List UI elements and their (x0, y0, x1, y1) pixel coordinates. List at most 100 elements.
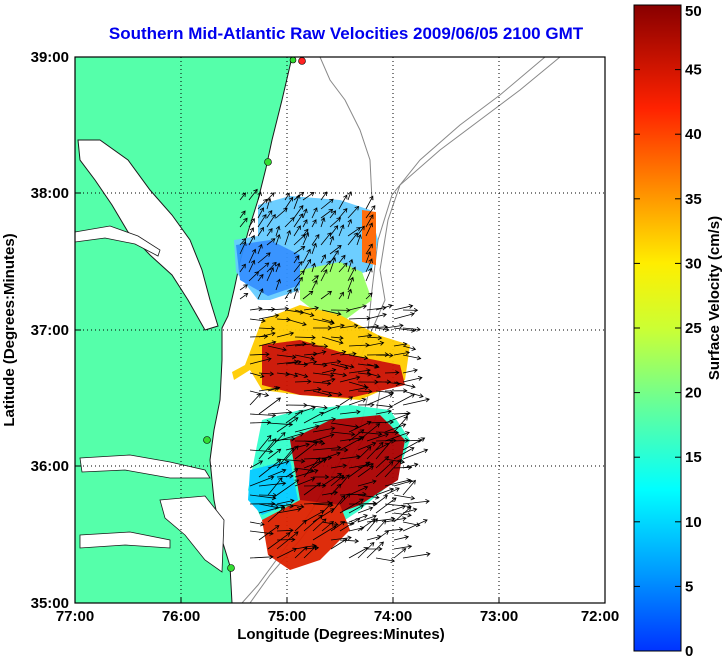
velocity-arrow (393, 304, 414, 311)
velocity-arrow (294, 372, 309, 379)
velocity-arrow (257, 214, 267, 228)
velocity-arrow (258, 481, 287, 487)
radar-site-marker-active (298, 57, 306, 65)
velocity-arrow (321, 368, 337, 374)
velocity-arrow (357, 500, 377, 506)
velocity-arrow (338, 208, 348, 219)
velocity-arrow (294, 467, 315, 473)
velocity-arrow (275, 233, 281, 246)
velocity-arrow (330, 307, 351, 313)
velocity-arrow (393, 381, 416, 389)
velocity-arrow (239, 192, 246, 201)
velocity-arrow (248, 248, 257, 264)
velocity-arrow (302, 219, 308, 228)
velocity-arrow (402, 437, 423, 443)
velocity-arrow (276, 537, 296, 543)
pamlico-river (79, 531, 171, 549)
velocity-arrow (348, 354, 369, 361)
velocity-arrow (312, 445, 342, 451)
velocity-arrow (258, 459, 282, 478)
velocity-arrow (249, 448, 274, 454)
velocity-arrow (366, 324, 388, 330)
x-axis-label: Longitude (Degrees:Minutes) (237, 626, 445, 643)
velocity-arrow (375, 495, 388, 505)
velocity-arrow (330, 474, 345, 487)
velocity-arrow (375, 487, 394, 496)
velocity-arrow (248, 188, 258, 201)
velocity-arrow (375, 379, 392, 385)
velocity-arrow (293, 194, 301, 210)
velocity-arrow (321, 521, 339, 527)
velocity-arrow (375, 303, 393, 311)
velocity-arrow (321, 377, 336, 383)
colorbar-label: Surface Velocity (cm/s) (706, 216, 723, 380)
velocity-arrow (402, 551, 431, 559)
velocity-arrow (402, 376, 423, 383)
x-tick-label: 73:00 (480, 608, 518, 625)
velocity-arrow (239, 210, 246, 219)
velocity-arrow (365, 250, 372, 264)
velocity-arrow (312, 380, 332, 386)
velocity-arrow (357, 479, 377, 487)
velocity-arrow (320, 217, 326, 228)
velocity-arrow (375, 439, 393, 460)
velocity-arrow (249, 390, 270, 398)
colorbar-tick-label: 15 (685, 449, 702, 466)
velocity-arrow (249, 419, 272, 425)
velocity-arrow (375, 519, 387, 532)
velocity-arrow (339, 409, 361, 415)
velocity-arrow (285, 445, 299, 460)
velocity-arrow (347, 276, 354, 291)
velocity-arrow (320, 198, 334, 210)
velocity-arrow (313, 474, 330, 480)
velocity-arrow (321, 451, 341, 460)
velocity-arrow (276, 431, 305, 442)
velocity-arrow (357, 494, 380, 500)
velocity-arrow (312, 390, 333, 398)
velocity-arrow (303, 404, 328, 410)
velocity-arrow (338, 291, 344, 300)
velocity-arrow (303, 545, 317, 559)
velocity-arrow (257, 198, 268, 210)
velocity-arrow (266, 261, 277, 273)
velocity-arrow (276, 528, 294, 533)
velocity-arrow (312, 343, 329, 349)
velocity-arrow (303, 440, 326, 446)
velocity-arrow (402, 326, 421, 332)
velocity-arrow (366, 393, 394, 406)
velocity-arrow (311, 234, 320, 246)
velocity-arrow (266, 192, 275, 201)
radar-site-marker (203, 436, 211, 444)
velocity-arrow (366, 363, 380, 369)
velocity-arrow (293, 204, 304, 219)
velocity-arrow (267, 431, 286, 451)
velocity-arrow (375, 497, 397, 514)
velocity-arrow (266, 197, 272, 210)
colorbar-gradient (633, 4, 682, 652)
velocity-arrow (294, 309, 315, 317)
velocity-arrow (266, 267, 274, 282)
radar-site-marker (264, 158, 272, 166)
velocity-arrow (357, 389, 373, 394)
velocity-arrow (249, 554, 274, 560)
velocity-arrow (302, 191, 315, 201)
velocity-arrow (402, 397, 430, 406)
velocity-arrow (320, 191, 328, 201)
pamlico-sound (159, 495, 225, 573)
velocity-arrow (375, 352, 394, 358)
velocity-arrow (357, 423, 381, 442)
velocity-arrow (384, 459, 402, 478)
velocity-arrow (293, 246, 306, 255)
radar-site-marker (289, 57, 297, 64)
velocity-arrow (393, 535, 410, 541)
y-tick-label: 36:00 (31, 458, 69, 475)
velocity-arrow (320, 254, 326, 264)
velocity-arrow (393, 548, 407, 559)
velocity-arrow (384, 487, 400, 496)
y-tick-label: 35:00 (31, 595, 69, 612)
velocity-arrow (266, 210, 273, 219)
velocity-arrow (365, 195, 374, 210)
velocity-arrow (330, 521, 346, 532)
velocity-arrow (365, 258, 373, 273)
